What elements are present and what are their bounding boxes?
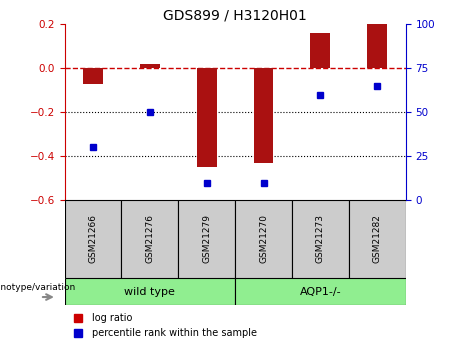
Text: GSM21282: GSM21282 (373, 215, 382, 263)
Text: GSM21273: GSM21273 (316, 214, 325, 264)
Bar (65, 200, 121, 278)
Bar (235, 278, 406, 305)
Bar (349, 200, 406, 278)
Bar (235, 200, 292, 278)
Bar (83, 68, 103, 83)
Text: percentile rank within the sample: percentile rank within the sample (92, 328, 257, 338)
Bar (254, 68, 273, 163)
Bar (197, 68, 217, 167)
Text: AQP1-/-: AQP1-/- (300, 287, 341, 296)
Bar (140, 64, 160, 68)
Bar (178, 200, 235, 278)
Text: GSM21276: GSM21276 (145, 214, 154, 264)
Text: log ratio: log ratio (92, 313, 132, 323)
Bar (367, 24, 387, 68)
Bar (121, 200, 178, 278)
Text: GSM21279: GSM21279 (202, 214, 211, 264)
Text: genotype/variation: genotype/variation (0, 283, 76, 292)
Bar (65, 278, 235, 305)
Text: GSM21270: GSM21270 (259, 214, 268, 264)
Text: wild type: wild type (124, 287, 175, 296)
Bar (292, 200, 349, 278)
Text: GSM21266: GSM21266 (89, 214, 97, 264)
Bar (310, 33, 331, 68)
Title: GDS899 / H3120H01: GDS899 / H3120H01 (163, 9, 307, 23)
